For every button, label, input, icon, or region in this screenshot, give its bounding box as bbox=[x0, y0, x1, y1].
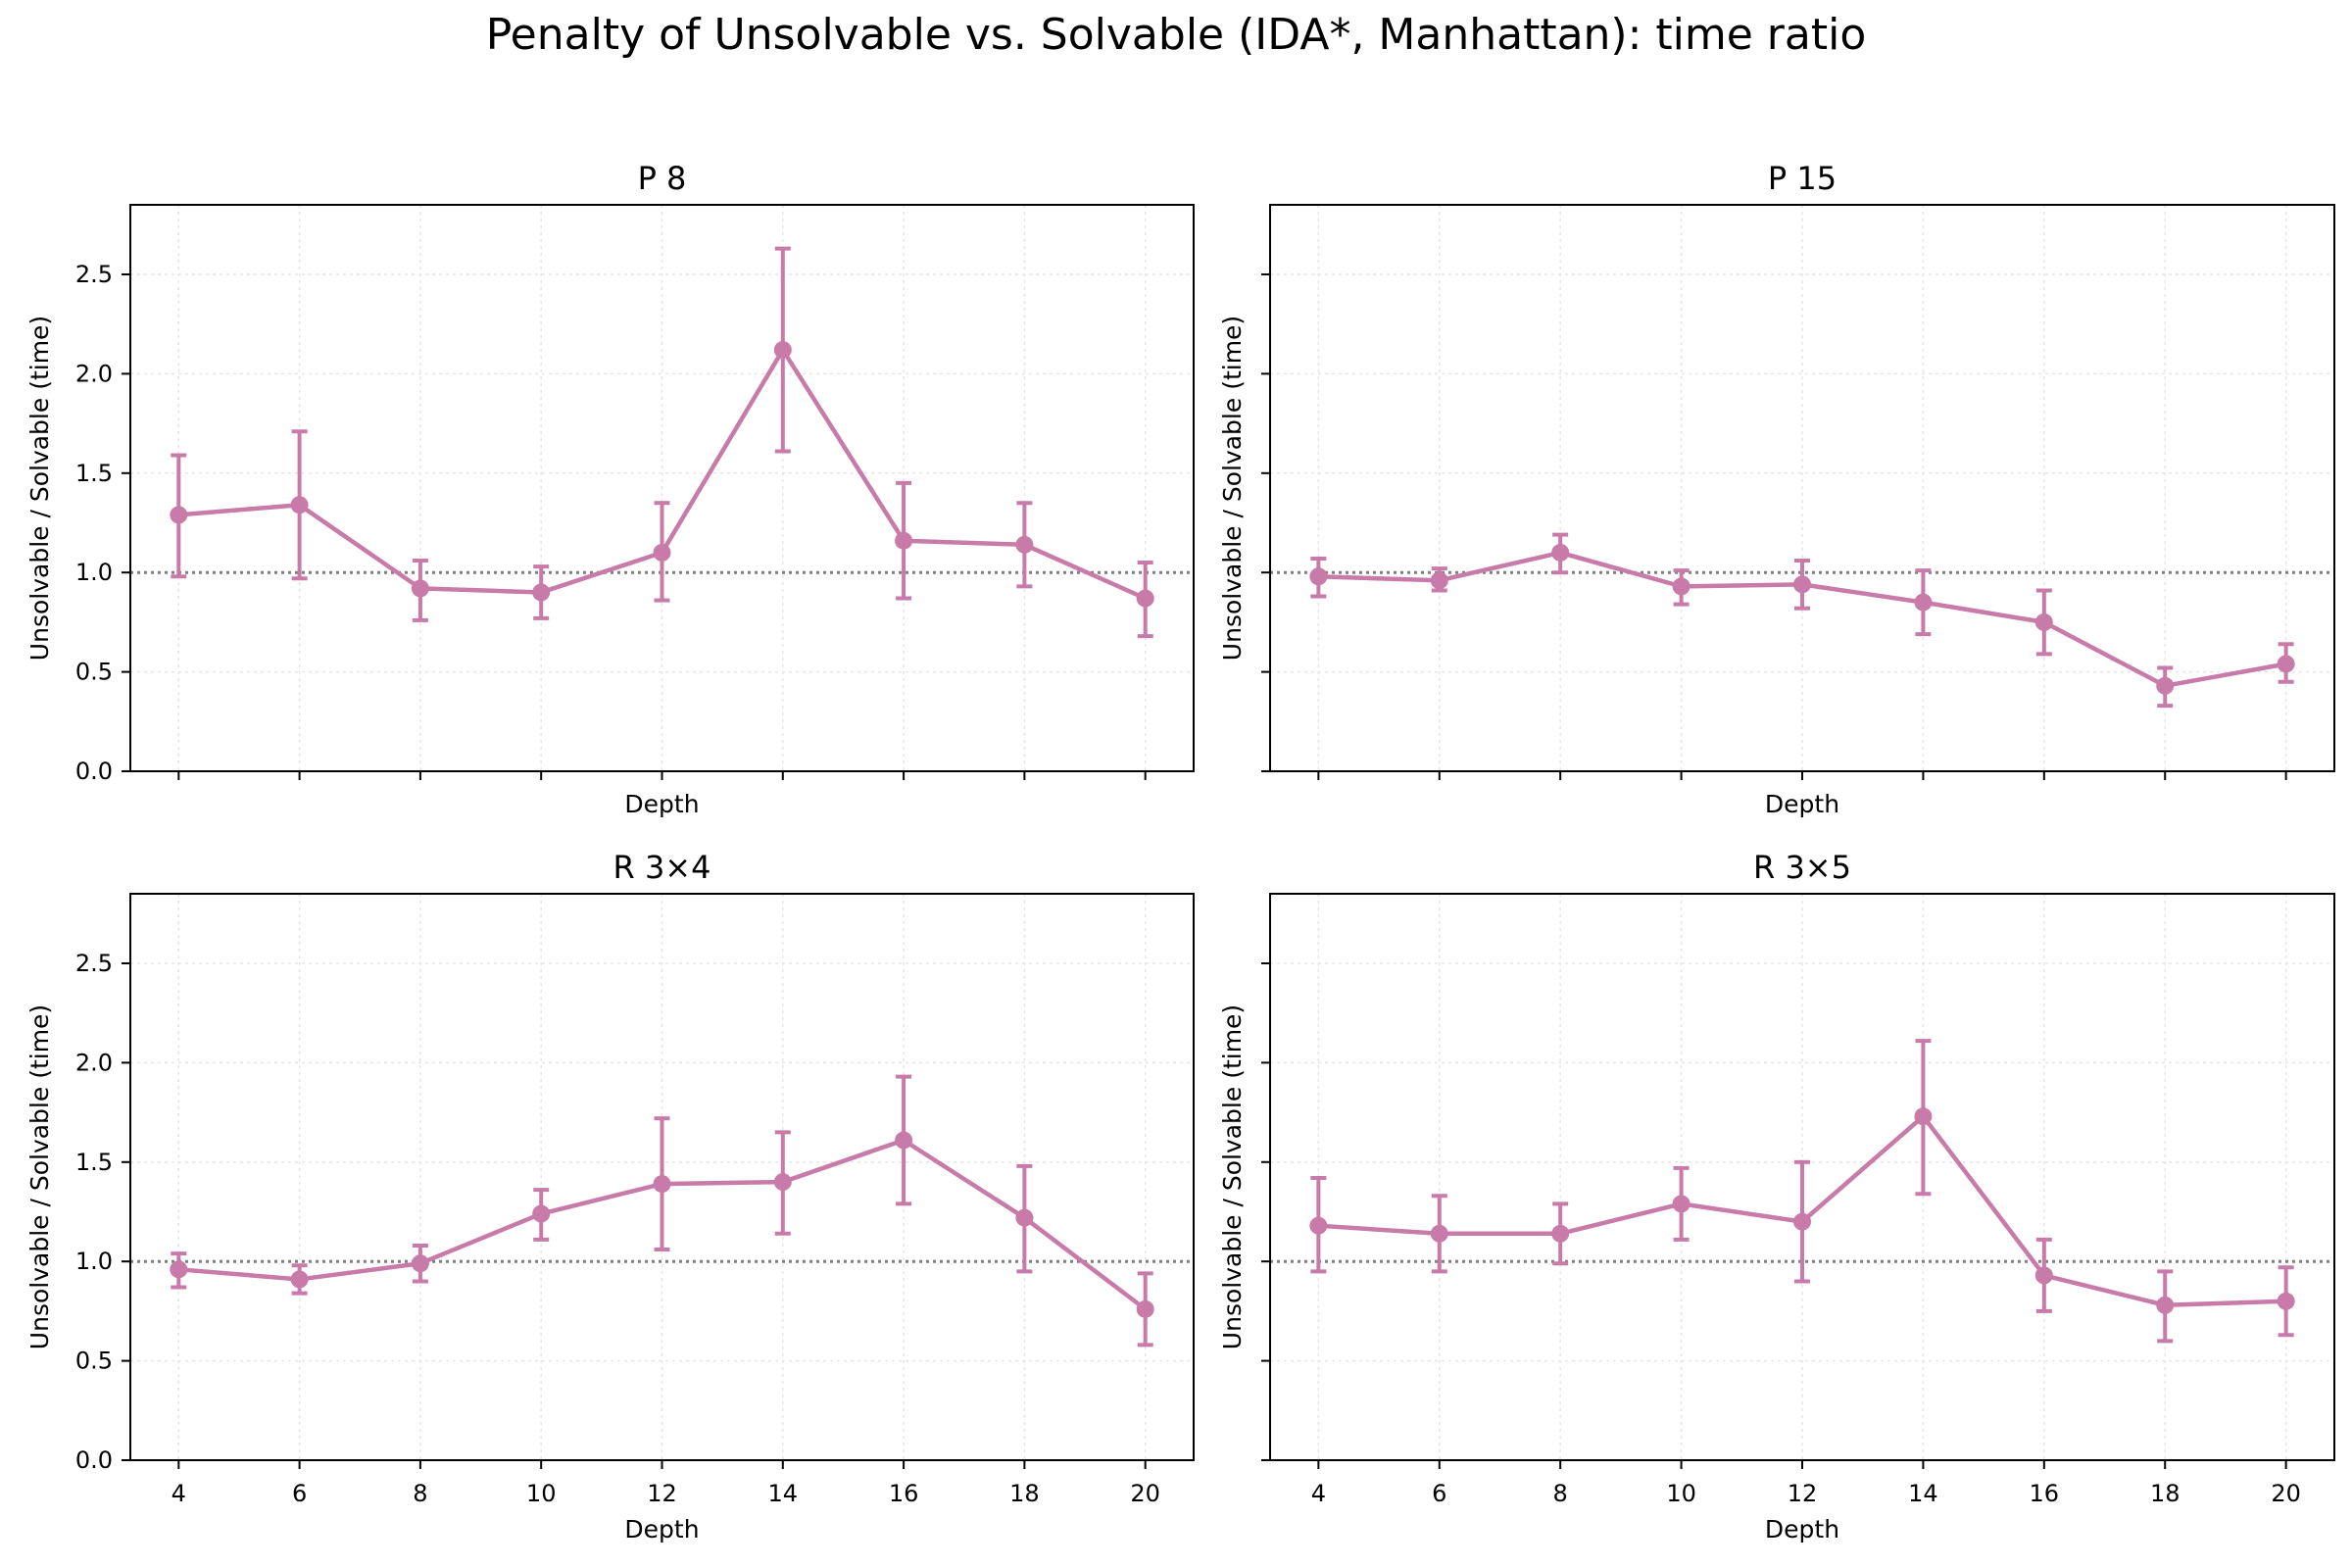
y-tick-label: 1.0 bbox=[75, 1248, 113, 1275]
y-tick-label: 2.0 bbox=[75, 360, 113, 387]
data-point bbox=[290, 1270, 309, 1289]
data-point bbox=[290, 496, 309, 514]
data-point bbox=[1672, 577, 1690, 596]
x-tick-label: 4 bbox=[172, 1480, 186, 1507]
y-tick-label: 0.0 bbox=[75, 758, 113, 785]
y-tick-label: 0.5 bbox=[75, 659, 113, 686]
x-tick-label: 14 bbox=[768, 1480, 799, 1507]
data-point bbox=[1914, 593, 1933, 612]
data-point bbox=[1015, 535, 1034, 554]
data-point bbox=[895, 531, 913, 550]
data-point bbox=[1015, 1208, 1034, 1227]
x-axis-label: Depth bbox=[1765, 1515, 1839, 1544]
data-point bbox=[170, 506, 188, 524]
y-axis-label: Unsolvable / Solvable (time) bbox=[1218, 1004, 1247, 1349]
panel-title: P 8 bbox=[638, 160, 687, 197]
data-point bbox=[773, 1173, 792, 1192]
x-tick-label: 20 bbox=[1130, 1480, 1160, 1507]
x-tick-label: 4 bbox=[1311, 1480, 1326, 1507]
x-tick-label: 8 bbox=[1553, 1480, 1568, 1507]
data-point bbox=[1793, 1212, 1811, 1231]
x-tick-label: 6 bbox=[1432, 1480, 1446, 1507]
chart-panel-3: 4 6 8 10 12 14 16 18 20 0.0 0.5 1.0 1.5 2.0 2.5 R 3×4 De… bbox=[25, 849, 1195, 1544]
data-point bbox=[653, 1175, 671, 1194]
x-axis-label: Depth bbox=[624, 1515, 699, 1544]
data-point bbox=[1430, 571, 1448, 590]
panel-title: R 3×4 bbox=[613, 849, 711, 886]
data-point bbox=[1136, 589, 1154, 608]
y-axis-label: Unsolvable / Solvable (time) bbox=[25, 1004, 54, 1349]
y-axis-label: Unsolvable / Solvable (time) bbox=[1218, 316, 1247, 661]
y-tick-label: 2.0 bbox=[75, 1049, 113, 1076]
data-point bbox=[773, 341, 792, 360]
data-point bbox=[2156, 676, 2175, 695]
x-axis-label: Depth bbox=[1765, 790, 1839, 818]
data-point bbox=[1309, 567, 1328, 586]
x-tick-label: 12 bbox=[1788, 1480, 1818, 1507]
x-tick-label: 8 bbox=[413, 1480, 427, 1507]
data-point bbox=[1309, 1216, 1328, 1235]
chart-panel-4: 4 6 8 10 12 14 16 18 20 R 3×5 Depth Unsolvable / So… bbox=[1218, 849, 2335, 1544]
x-tick-label: 20 bbox=[2271, 1480, 2301, 1507]
data-point bbox=[2156, 1296, 2175, 1314]
panel-title: R 3×5 bbox=[1753, 849, 1851, 886]
data-point bbox=[411, 1254, 429, 1273]
x-tick-label: 16 bbox=[2030, 1480, 2060, 1507]
data-point bbox=[411, 579, 429, 598]
data-point bbox=[1672, 1195, 1690, 1213]
y-tick-label: 0.5 bbox=[75, 1348, 113, 1375]
y-tick-label: 2.5 bbox=[75, 950, 113, 977]
data-point bbox=[2277, 1292, 2295, 1310]
data-point bbox=[1430, 1224, 1448, 1243]
data-point bbox=[1551, 543, 1570, 562]
y-tick-label: 2.5 bbox=[75, 261, 113, 288]
chart-panel-1: 0.0 0.5 1.0 1.5 2.0 2.5 P 8 Depth Unsolvable / S… bbox=[25, 160, 1195, 818]
y-tick-label: 1.5 bbox=[75, 460, 113, 487]
panel-title: P 15 bbox=[1768, 160, 1837, 197]
y-tick-label: 1.0 bbox=[75, 559, 113, 586]
data-point bbox=[1551, 1224, 1570, 1243]
data-point bbox=[1914, 1107, 1933, 1126]
x-tick-label: 10 bbox=[1666, 1480, 1696, 1507]
data-point bbox=[2034, 1266, 2053, 1285]
x-tick-label: 12 bbox=[647, 1480, 677, 1507]
data-point bbox=[895, 1131, 913, 1150]
x-tick-label: 6 bbox=[292, 1480, 307, 1507]
data-point bbox=[2034, 612, 2053, 631]
y-tick-label: 0.0 bbox=[75, 1446, 113, 1474]
x-tick-label: 10 bbox=[526, 1480, 557, 1507]
x-tick-label: 14 bbox=[1908, 1480, 1938, 1507]
x-tick-label: 18 bbox=[1009, 1480, 1040, 1507]
data-point bbox=[532, 583, 551, 602]
data-point bbox=[532, 1204, 551, 1223]
x-tick-label: 18 bbox=[2150, 1480, 2180, 1507]
data-point bbox=[170, 1260, 188, 1279]
x-axis-label: Depth bbox=[624, 790, 699, 818]
data-point bbox=[1793, 575, 1811, 594]
x-tick-label: 16 bbox=[889, 1480, 919, 1507]
data-point bbox=[2277, 655, 2295, 673]
y-tick-label: 1.5 bbox=[75, 1149, 113, 1176]
chart-panel-2: P 15 Depth Unsolvable / Solvable (time) bbox=[1218, 160, 2335, 818]
y-axis-label: Unsolvable / Solvable (time) bbox=[25, 316, 54, 661]
data-point bbox=[653, 543, 671, 562]
figure-title: Penalty of Unsolvable vs. Solvable (IDA*… bbox=[485, 10, 1867, 60]
data-point bbox=[1136, 1299, 1154, 1318]
